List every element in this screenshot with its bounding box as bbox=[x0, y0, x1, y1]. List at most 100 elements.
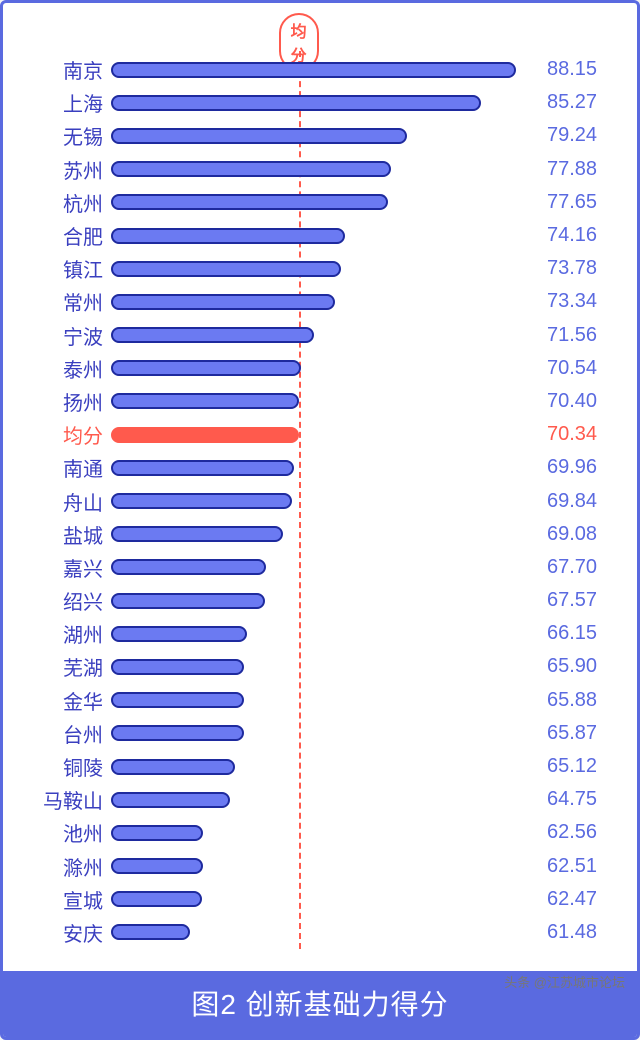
bar-fill bbox=[111, 194, 388, 210]
bar-track bbox=[111, 228, 539, 244]
bar-value: 69.84 bbox=[539, 490, 617, 513]
bar-row: 均分 70.34 bbox=[23, 418, 617, 451]
bar-fill bbox=[111, 891, 202, 907]
bar-track bbox=[111, 858, 539, 874]
bar-label: 湖州 bbox=[23, 619, 111, 648]
bar-row: 宁波71.56 bbox=[23, 319, 617, 352]
bar-row: 铜陵65.12 bbox=[23, 750, 617, 783]
bar-label: 合肥 bbox=[23, 221, 111, 250]
bar-track bbox=[111, 626, 539, 642]
bar-fill bbox=[111, 593, 265, 609]
bar-value: 70.40 bbox=[539, 390, 617, 413]
bar-fill bbox=[111, 460, 294, 476]
bar-fill bbox=[111, 493, 292, 509]
source-attribution: 头条 @江苏城市论坛 bbox=[504, 972, 625, 991]
bar-label: 扬州 bbox=[23, 387, 111, 416]
bar-track bbox=[111, 759, 539, 775]
bar-row: 杭州 77.65 bbox=[23, 186, 617, 219]
bar-track bbox=[111, 128, 539, 144]
bar-label: 南通 bbox=[23, 453, 111, 482]
bar-fill bbox=[111, 559, 266, 575]
bar-track bbox=[111, 924, 539, 940]
bar-value: 77.88 bbox=[539, 158, 617, 181]
bar-label: 杭州 bbox=[23, 188, 111, 217]
bar-label: 马鞍山 bbox=[23, 785, 111, 814]
bar-track bbox=[111, 725, 539, 741]
bar-value: 69.08 bbox=[539, 523, 617, 546]
bar-fill bbox=[111, 659, 244, 675]
bar-value: 70.34 bbox=[539, 423, 617, 446]
bar-track bbox=[111, 62, 539, 78]
bar-fill bbox=[111, 360, 301, 376]
bar-track bbox=[111, 559, 539, 575]
bar-fill bbox=[111, 858, 203, 874]
bar-value: 65.88 bbox=[539, 689, 617, 712]
chart-inner: 均分 南京88.15上海85.27无锡 79.24 苏州 77.88 杭州 77.65 合肥… bbox=[3, 3, 637, 971]
bar-row: 宣城 62.47 bbox=[23, 883, 617, 916]
bar-label: 嘉兴 bbox=[23, 553, 111, 582]
bar-row: 南京88.15 bbox=[23, 53, 617, 86]
bar-label: 镇江 bbox=[23, 254, 111, 283]
bar-fill bbox=[111, 161, 391, 177]
bar-value: 62.56 bbox=[539, 821, 617, 844]
bar-row: 上海85.27 bbox=[23, 86, 617, 119]
bar-fill bbox=[111, 759, 235, 775]
bar-track bbox=[111, 360, 539, 376]
bar-value: 62.51 bbox=[539, 855, 617, 878]
bar-row: 马鞍山64.75 bbox=[23, 783, 617, 816]
bar-track bbox=[111, 460, 539, 476]
bar-row: 镇江73.78 bbox=[23, 252, 617, 285]
bar-fill bbox=[111, 95, 481, 111]
bar-value: 88.15 bbox=[539, 58, 617, 81]
bar-fill bbox=[111, 62, 516, 78]
bar-row: 绍兴67.57 bbox=[23, 584, 617, 617]
bar-fill bbox=[111, 792, 230, 808]
bar-label: 均分 bbox=[23, 420, 111, 449]
bar-row: 无锡 79.24 bbox=[23, 119, 617, 152]
chart-card: 均分 南京88.15上海85.27无锡 79.24 苏州 77.88 杭州 77.65 合肥… bbox=[0, 0, 640, 1040]
bar-row: 合肥 74.16 bbox=[23, 219, 617, 252]
bar-value: 74.16 bbox=[539, 224, 617, 247]
bar-label: 滁州 bbox=[23, 852, 111, 881]
bar-row: 舟山69.84 bbox=[23, 484, 617, 517]
bar-value: 69.96 bbox=[539, 456, 617, 479]
bar-label: 无锡 bbox=[23, 121, 111, 150]
bar-fill bbox=[111, 825, 203, 841]
bar-track bbox=[111, 294, 539, 310]
bar-value: 65.90 bbox=[539, 655, 617, 678]
bar-value: 70.54 bbox=[539, 357, 617, 380]
bar-fill bbox=[111, 526, 283, 542]
bar-label: 苏州 bbox=[23, 155, 111, 184]
bar-value: 67.57 bbox=[539, 589, 617, 612]
bar-fill bbox=[111, 294, 335, 310]
bar-row: 安庆61.48 bbox=[23, 916, 617, 949]
bar-label: 金华 bbox=[23, 686, 111, 715]
bar-label: 池州 bbox=[23, 818, 111, 847]
bar-label: 台州 bbox=[23, 719, 111, 748]
bar-fill bbox=[111, 626, 247, 642]
bar-row: 芜湖65.90 bbox=[23, 650, 617, 683]
bar-fill bbox=[111, 692, 244, 708]
bar-value: 71.56 bbox=[539, 324, 617, 347]
bar-track bbox=[111, 327, 539, 343]
bar-value: 62.47 bbox=[539, 888, 617, 911]
bar-row: 常州73.34 bbox=[23, 285, 617, 318]
bar-track bbox=[111, 427, 539, 443]
bar-value: 79.24 bbox=[539, 124, 617, 147]
bar-row: 台州65.87 bbox=[23, 717, 617, 750]
bar-label: 铜陵 bbox=[23, 752, 111, 781]
bar-row: 泰州70.54 bbox=[23, 352, 617, 385]
bar-value: 77.65 bbox=[539, 191, 617, 214]
bar-track bbox=[111, 891, 539, 907]
bar-track bbox=[111, 161, 539, 177]
bar-value: 67.70 bbox=[539, 556, 617, 579]
bar-fill bbox=[111, 427, 299, 443]
bar-value: 66.15 bbox=[539, 622, 617, 645]
bar-label: 宣城 bbox=[23, 885, 111, 914]
bar-label: 上海 bbox=[23, 88, 111, 117]
bar-fill bbox=[111, 725, 244, 741]
bar-fill bbox=[111, 393, 299, 409]
bar-rows-container: 南京88.15上海85.27无锡 79.24 苏州 77.88 杭州 77.65 合肥 74.… bbox=[23, 53, 617, 949]
bar-label: 盐城 bbox=[23, 520, 111, 549]
bar-row: 南通 69.96 bbox=[23, 451, 617, 484]
